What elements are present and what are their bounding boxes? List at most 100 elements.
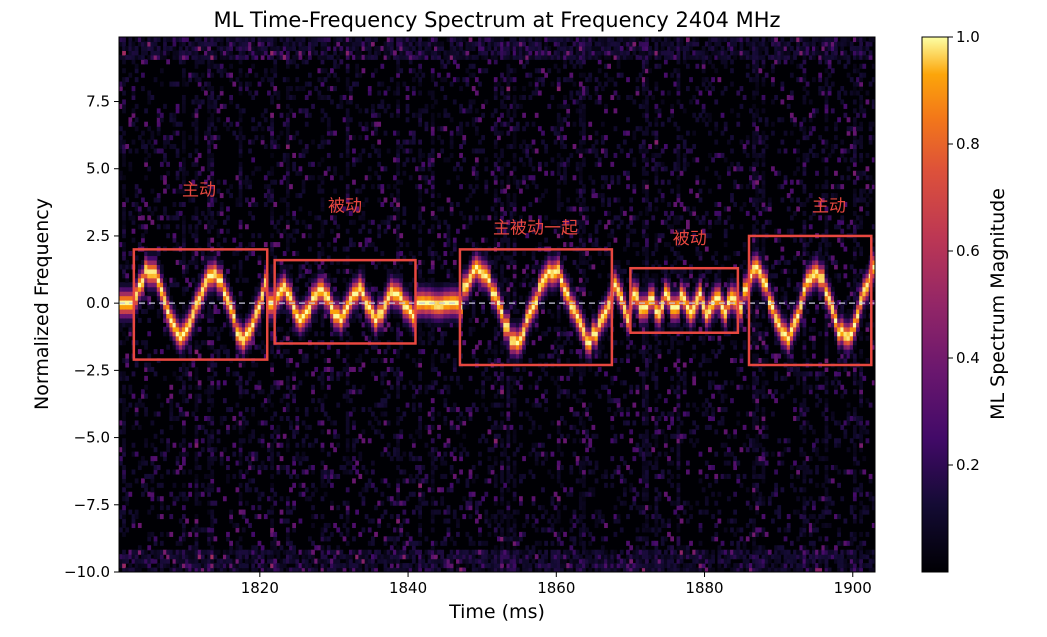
heatmap-cell xyxy=(191,326,196,332)
heatmap-cell xyxy=(311,371,315,377)
heatmap-cell xyxy=(345,389,350,395)
heatmap-cell xyxy=(273,90,278,96)
heatmap-cell xyxy=(150,420,155,426)
heatmap-cell xyxy=(270,246,274,252)
heatmap-cell xyxy=(314,308,319,315)
heatmap-cell xyxy=(270,540,274,546)
heatmap-cell xyxy=(238,170,243,176)
heatmap-cell xyxy=(396,518,400,524)
heatmap-cell xyxy=(471,478,476,484)
heatmap-cell xyxy=(424,282,429,288)
heatmap-cell xyxy=(399,527,404,533)
heatmap-cell xyxy=(383,313,388,319)
heatmap-cell xyxy=(336,268,341,274)
heatmap-cell xyxy=(285,152,290,158)
heatmap-cell xyxy=(358,366,363,372)
heatmap-cell xyxy=(131,469,136,475)
heatmap-cell xyxy=(314,37,319,43)
heatmap-cell xyxy=(232,317,237,323)
heatmap-cell xyxy=(238,349,243,355)
heatmap-cell xyxy=(219,41,224,47)
heatmap-cell xyxy=(194,157,199,163)
heatmap-cell xyxy=(128,554,133,560)
heatmap-cell xyxy=(437,54,441,60)
heatmap-cell xyxy=(137,522,142,529)
heatmap-cell xyxy=(374,505,378,511)
heatmap-cell xyxy=(478,273,482,279)
heatmap-cell xyxy=(317,277,322,283)
heatmap-cell xyxy=(169,567,174,572)
heatmap-cell xyxy=(396,407,400,413)
heatmap-cell xyxy=(285,242,290,248)
heatmap-cell xyxy=(254,514,259,520)
heatmap-cell xyxy=(295,291,300,297)
heatmap-cell xyxy=(213,54,218,60)
heatmap-cell xyxy=(367,317,372,323)
heatmap-cell xyxy=(276,567,281,572)
heatmap-cell xyxy=(285,121,290,127)
heatmap-cell xyxy=(188,317,193,323)
heatmap-cell xyxy=(191,308,196,315)
heatmap-cell xyxy=(169,549,174,555)
heatmap-cell xyxy=(185,411,189,417)
heatmap-cell xyxy=(364,313,369,319)
heatmap-cell xyxy=(430,527,435,533)
heatmap-cell xyxy=(434,300,438,306)
heatmap-cell xyxy=(292,152,296,158)
heatmap-cell xyxy=(216,45,221,51)
heatmap-cell xyxy=(166,531,170,537)
heatmap-cell xyxy=(434,50,438,56)
heatmap-cell xyxy=(172,37,177,43)
heatmap-cell xyxy=(361,304,366,310)
heatmap-cell xyxy=(374,170,378,176)
heatmap-cell xyxy=(194,500,199,506)
heatmap-cell xyxy=(342,313,347,319)
heatmap-cell xyxy=(411,313,416,319)
heatmap-cell xyxy=(185,277,189,283)
heatmap-cell xyxy=(226,549,230,555)
heatmap-cell xyxy=(238,45,243,51)
heatmap-cell xyxy=(393,184,397,190)
heatmap-cell xyxy=(147,362,152,368)
heatmap-cell xyxy=(304,308,309,315)
heatmap-cell xyxy=(393,527,397,533)
heatmap-cell xyxy=(440,317,445,323)
heatmap-cell xyxy=(175,259,180,265)
heatmap-cell xyxy=(122,215,126,221)
heatmap-cell xyxy=(434,251,438,257)
heatmap-cell xyxy=(427,282,432,288)
heatmap-cell xyxy=(241,549,246,555)
heatmap-cell xyxy=(358,277,363,283)
heatmap-cell xyxy=(320,331,325,337)
heatmap-cell xyxy=(430,304,435,310)
heatmap-cell xyxy=(320,442,325,448)
heatmap-cell xyxy=(289,540,293,546)
heatmap-cell xyxy=(361,184,366,190)
heatmap-cell xyxy=(465,282,470,288)
heatmap-cell xyxy=(270,554,274,560)
heatmap-cell xyxy=(270,549,274,555)
heatmap-cell xyxy=(345,509,350,515)
heatmap-cell xyxy=(320,549,325,555)
heatmap-cell xyxy=(314,259,319,265)
heatmap-cell xyxy=(270,322,274,328)
heatmap-cell xyxy=(380,45,385,51)
heatmap-cell xyxy=(380,304,385,310)
heatmap-cell xyxy=(298,206,303,212)
heatmap-cell xyxy=(213,371,218,377)
heatmap-cell xyxy=(270,94,274,101)
heatmap-cell xyxy=(285,500,290,506)
heatmap-cell xyxy=(474,317,479,323)
heatmap-cell xyxy=(298,317,303,323)
heatmap-cell xyxy=(270,509,274,515)
heatmap-cell xyxy=(263,72,268,78)
heatmap-cell xyxy=(207,549,211,555)
heatmap-cell xyxy=(238,117,243,123)
heatmap-cell xyxy=(238,384,243,390)
heatmap-cell xyxy=(418,273,422,279)
heatmap-cell xyxy=(141,563,145,569)
heatmap-cell xyxy=(178,121,183,127)
heatmap-cell xyxy=(194,496,199,502)
heatmap-cell xyxy=(427,429,432,435)
heatmap-cell xyxy=(238,389,243,395)
